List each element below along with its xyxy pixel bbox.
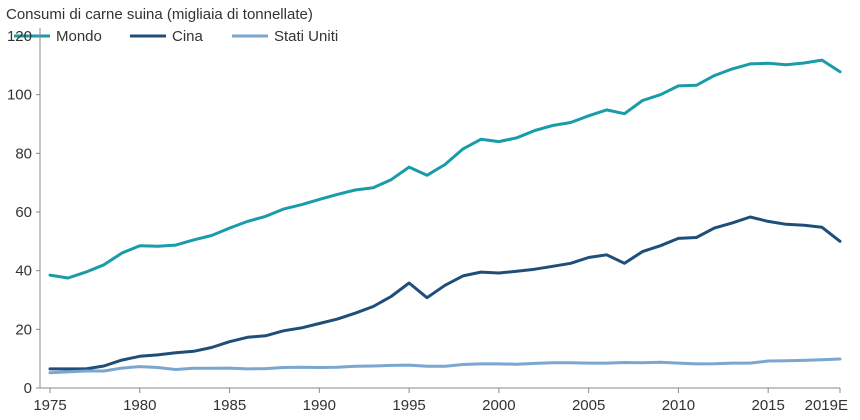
y-tick-label: 40 (15, 263, 32, 280)
x-tick-label: 1980 (123, 397, 156, 414)
y-tick-label: 80 (15, 145, 32, 162)
y-tick-label: 100 (7, 87, 32, 104)
x-tick-label: 1995 (392, 397, 425, 414)
x-axis: 1975 1980 1985 1990 1995 2000 2005 2010 2015 2019… (33, 387, 848, 414)
y-tick-label: 60 (15, 204, 32, 221)
x-tick-label: 2000 (482, 397, 515, 414)
legend-label: Mondo (56, 28, 102, 45)
x-tick-label: 1990 (303, 397, 336, 414)
x-tick-label: 1985 (213, 397, 246, 414)
x-tick-label: 2005 (572, 397, 605, 414)
series-line-stati-uniti (48, 357, 842, 375)
y-tick-label: 120 (7, 28, 32, 45)
x-tick-label: 2010 (662, 397, 695, 414)
legend: Mondo Cina Stati Uniti (14, 28, 338, 45)
y-tick-label: 0 (24, 380, 32, 397)
y-tick-label: 20 (15, 321, 32, 338)
series-line-cina (48, 215, 842, 371)
legend-label: Stati Uniti (274, 28, 338, 45)
x-tick-label: 1975 (33, 397, 66, 414)
x-tick-label: 2015 (751, 397, 784, 414)
chart-title: Consumi di carne suina (migliaia di tonn… (6, 6, 313, 23)
series-lines (48, 58, 842, 375)
legend-label: Cina (172, 28, 204, 45)
x-tick-label: 2019E (805, 397, 848, 414)
y-axis: 0 20 40 60 80 100 120 (7, 28, 41, 397)
series-line-mondo (48, 58, 842, 280)
